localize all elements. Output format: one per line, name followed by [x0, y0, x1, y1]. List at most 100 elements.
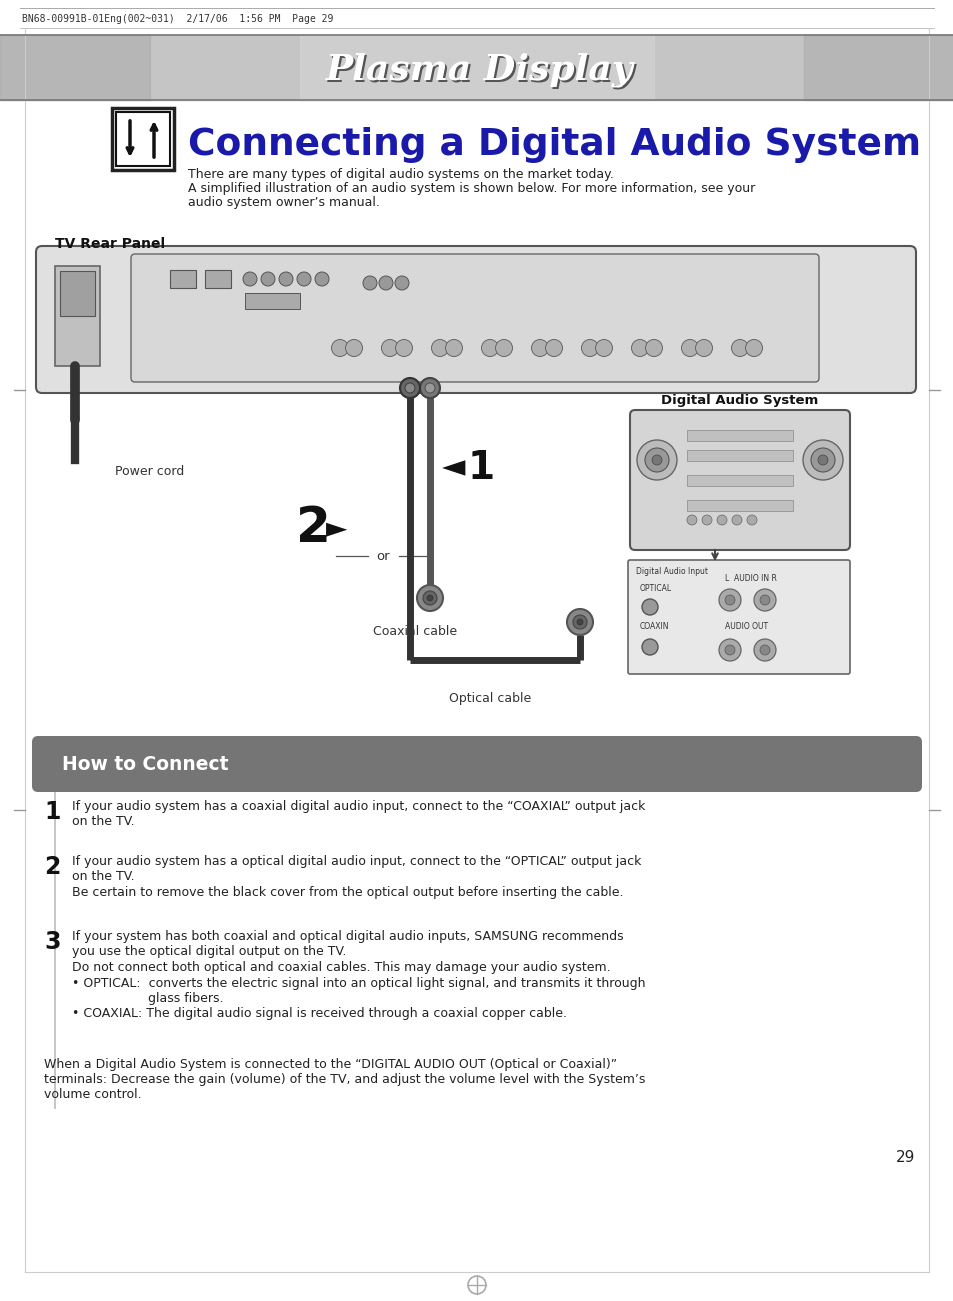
Text: AUDIO OUT: AUDIO OUT — [724, 622, 767, 631]
Circle shape — [719, 589, 740, 611]
Text: How to Connect: How to Connect — [62, 756, 229, 774]
Circle shape — [686, 515, 697, 526]
Circle shape — [724, 595, 734, 605]
Circle shape — [744, 340, 761, 356]
Circle shape — [531, 340, 548, 356]
Circle shape — [701, 515, 711, 526]
Circle shape — [545, 340, 562, 356]
Circle shape — [577, 619, 582, 624]
Circle shape — [363, 276, 376, 290]
Text: ►: ► — [326, 514, 347, 543]
Circle shape — [345, 340, 362, 356]
Circle shape — [424, 382, 435, 393]
Text: Optical cable: Optical cable — [449, 692, 531, 705]
Circle shape — [395, 276, 409, 290]
Bar — [60, 271, 95, 316]
Circle shape — [431, 340, 448, 356]
Text: OPTICAL: OPTICAL — [639, 584, 672, 593]
Text: Digital Audio Input: Digital Audio Input — [636, 567, 707, 576]
Circle shape — [644, 448, 668, 472]
Text: Power cord: Power cord — [115, 464, 184, 477]
Text: • COAXIAL: The digital audio signal is received through a coaxial copper cable.: • COAXIAL: The digital audio signal is r… — [71, 1007, 566, 1020]
Circle shape — [651, 455, 661, 464]
Text: Connecting a Digital Audio System: Connecting a Digital Audio System — [188, 127, 921, 163]
Circle shape — [810, 448, 834, 472]
Bar — [299, 35, 654, 100]
Text: Plasma Display: Plasma Display — [328, 55, 636, 88]
Text: If your audio system has a coaxial digital audio input, connect to the “COAXIAL”: If your audio system has a coaxial digit… — [71, 800, 644, 813]
Circle shape — [595, 340, 612, 356]
Bar — [112, 108, 173, 170]
Circle shape — [731, 340, 748, 356]
Circle shape — [296, 272, 311, 286]
Circle shape — [637, 440, 677, 480]
Circle shape — [378, 276, 393, 290]
FancyBboxPatch shape — [629, 410, 849, 550]
Text: 2: 2 — [44, 855, 60, 879]
Circle shape — [566, 609, 593, 635]
Circle shape — [395, 340, 412, 356]
Bar — [245, 293, 299, 310]
Bar — [116, 112, 170, 167]
Circle shape — [753, 589, 775, 611]
Bar — [686, 431, 792, 441]
Circle shape — [331, 340, 348, 356]
Circle shape — [719, 639, 740, 661]
Text: 29: 29 — [896, 1150, 915, 1164]
Circle shape — [481, 340, 498, 356]
Text: A simplified illustration of an audio system is shown below. For more informatio: A simplified illustration of an audio sy… — [188, 182, 755, 195]
Text: Do not connect both optical and coaxial cables. This may damage your audio syste: Do not connect both optical and coaxial … — [71, 961, 610, 974]
Circle shape — [399, 379, 419, 398]
Text: COAXIN: COAXIN — [639, 622, 669, 631]
Text: If your system has both coaxial and optical digital audio inputs, SAMSUNG recomm: If your system has both coaxial and opti… — [71, 930, 623, 943]
FancyBboxPatch shape — [627, 559, 849, 674]
Text: glass fibers.: glass fibers. — [71, 991, 223, 1004]
Circle shape — [581, 340, 598, 356]
Text: TV Rear Panel: TV Rear Panel — [55, 237, 165, 251]
Circle shape — [261, 272, 274, 286]
Bar — [55, 265, 100, 366]
Text: 1: 1 — [44, 800, 60, 824]
Circle shape — [495, 340, 512, 356]
Text: on the TV.: on the TV. — [71, 870, 134, 883]
Text: volume control.: volume control. — [44, 1088, 141, 1101]
Text: • OPTICAL:  converts the electric signal into an optical light signal, and trans: • OPTICAL: converts the electric signal … — [71, 977, 645, 990]
Circle shape — [731, 515, 741, 526]
Circle shape — [746, 515, 757, 526]
Text: Plasma Display: Plasma Display — [326, 52, 633, 87]
Circle shape — [645, 340, 661, 356]
FancyBboxPatch shape — [32, 736, 921, 792]
Circle shape — [753, 639, 775, 661]
Circle shape — [314, 272, 329, 286]
Circle shape — [573, 615, 586, 628]
Bar — [205, 271, 231, 288]
Text: 3: 3 — [44, 930, 60, 954]
Circle shape — [381, 340, 398, 356]
Circle shape — [243, 272, 256, 286]
Text: When a Digital Audio System is connected to the “DIGITAL AUDIO OUT (Optical or C: When a Digital Audio System is connected… — [44, 1058, 617, 1071]
Text: There are many types of digital audio systems on the market today.: There are many types of digital audio sy… — [188, 168, 613, 181]
Circle shape — [695, 340, 712, 356]
Bar — [686, 500, 792, 511]
Text: Digital Audio System: Digital Audio System — [660, 394, 818, 407]
Circle shape — [641, 639, 658, 654]
Text: ◄: ◄ — [441, 454, 464, 483]
Bar — [0, 35, 953, 100]
Circle shape — [817, 455, 827, 464]
Bar — [686, 475, 792, 487]
Text: terminals: Decrease the gain (volume) of the TV, and adjust the volume level wit: terminals: Decrease the gain (volume) of… — [44, 1073, 644, 1086]
Text: 2: 2 — [295, 503, 331, 552]
Circle shape — [405, 382, 415, 393]
Text: 1: 1 — [468, 449, 495, 487]
Text: If your audio system has a optical digital audio input, connect to the “OPTICAL”: If your audio system has a optical digit… — [71, 855, 640, 868]
Bar — [0, 35, 150, 100]
Text: L  AUDIO IN R: L AUDIO IN R — [724, 574, 776, 583]
Circle shape — [419, 379, 439, 398]
Text: BN68-00991B-01Eng(002~031)  2/17/06  1:56 PM  Page 29: BN68-00991B-01Eng(002~031) 2/17/06 1:56 … — [22, 14, 333, 23]
Text: audio system owner’s manual.: audio system owner’s manual. — [188, 196, 379, 209]
Circle shape — [717, 515, 726, 526]
Circle shape — [724, 645, 734, 654]
Bar — [170, 271, 195, 288]
Circle shape — [422, 591, 436, 605]
Circle shape — [278, 272, 293, 286]
